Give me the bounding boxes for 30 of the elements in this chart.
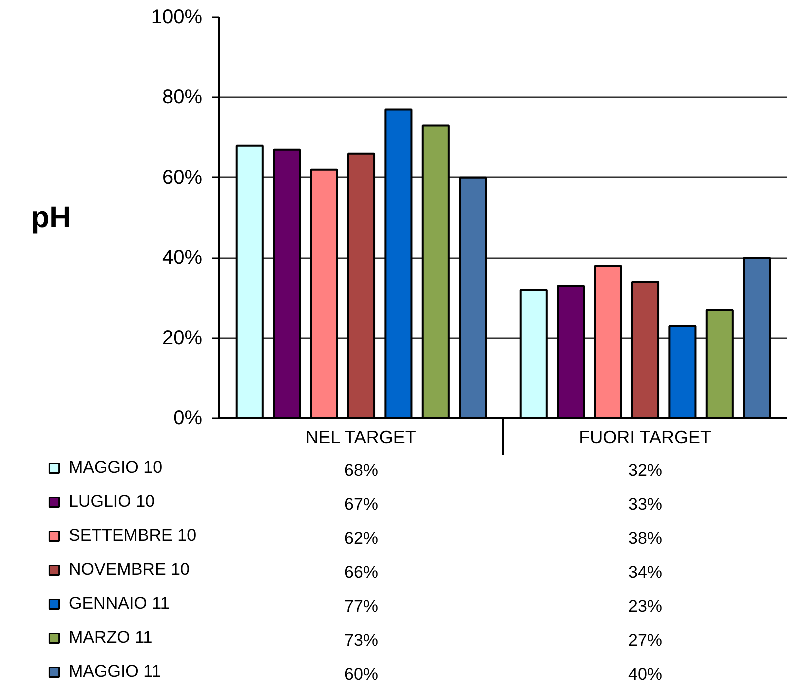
data-label: 73% xyxy=(344,631,379,650)
legend-label: NOVEMBRE 10 xyxy=(69,560,190,580)
y-axis-title: pH xyxy=(31,202,72,234)
legend-label: LUGLIO 10 xyxy=(69,492,155,512)
y-tick-label: 20% xyxy=(162,327,203,350)
data-label: 62% xyxy=(344,529,379,548)
data-label: 33% xyxy=(628,495,663,514)
data-label: 67% xyxy=(344,495,379,514)
y-tick-label: 60% xyxy=(162,166,203,189)
data-label: 32% xyxy=(628,461,663,480)
data-label: 60% xyxy=(344,665,379,684)
y-tick-label: 40% xyxy=(162,247,203,270)
data-label: 40% xyxy=(628,665,663,684)
legend-label: SETTEMBRE 10 xyxy=(69,526,197,546)
x-tick-label: NEL TARGET xyxy=(306,428,416,448)
data-label: 38% xyxy=(628,529,663,548)
legend-label: GENNAIO 11 xyxy=(69,594,170,614)
legend-label: MAGGIO 10 xyxy=(69,458,163,478)
data-label: 27% xyxy=(628,631,663,650)
y-tick-label: 80% xyxy=(162,86,203,109)
data-label: 34% xyxy=(628,563,663,582)
x-tick-label: FUORI TARGET xyxy=(579,428,712,448)
data-label: 68% xyxy=(344,461,379,480)
data-label: 77% xyxy=(344,597,379,616)
data-label: 66% xyxy=(344,563,379,582)
legend-label: MAGGIO 11 xyxy=(69,662,162,682)
data-label: 23% xyxy=(628,597,663,616)
y-tick-label: 100% xyxy=(151,6,203,28)
legend-label: MARZO 11 xyxy=(69,628,153,648)
y-tick-label: 0% xyxy=(174,408,203,430)
